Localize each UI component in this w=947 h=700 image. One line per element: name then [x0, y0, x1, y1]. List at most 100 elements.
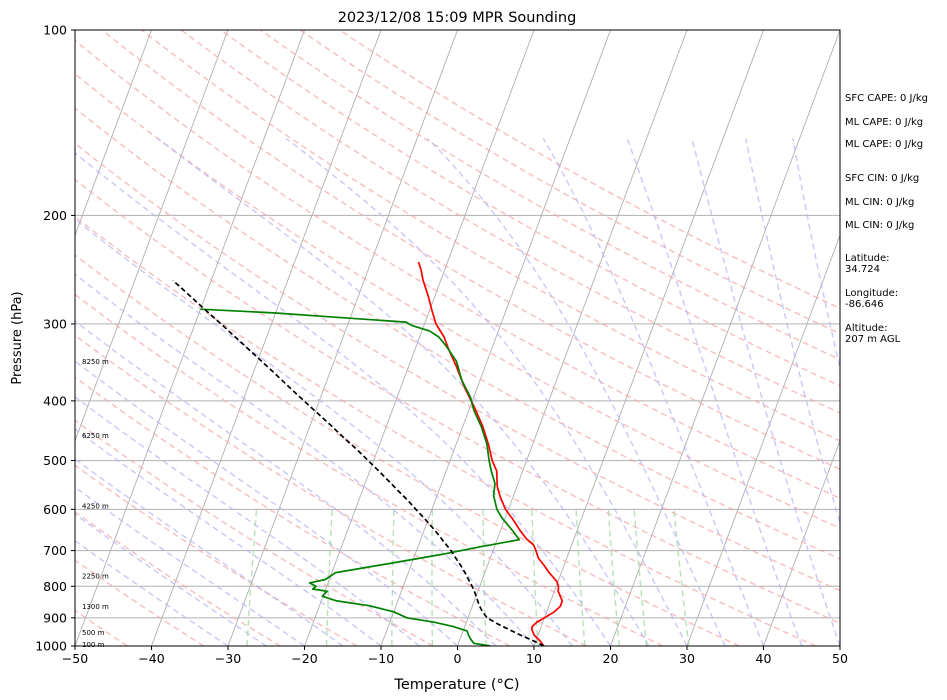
parcel-path-line [172, 279, 545, 646]
x-tick-label: 20 [603, 651, 619, 666]
moist-adiabat-line [75, 486, 305, 646]
x-tick-label: 10 [526, 651, 542, 666]
isotherm-line [75, 30, 229, 442]
ml-cape-text-2: ML CAPE: 0 J/kg [845, 139, 924, 150]
x-tick-label: 40 [756, 651, 772, 666]
moist-adiabat-line [792, 138, 840, 371]
y-tick-label: 1000 [35, 639, 67, 654]
moist-adiabat-line [75, 539, 229, 646]
isotherm-line [686, 234, 840, 646]
moist-adiabat-line [157, 137, 650, 646]
height-labels: 100 m 500 m 1300 m 2250 m 4250 m 6250 m 8250 m [82, 358, 109, 649]
dry-adiabat-line [75, 254, 740, 646]
dry-adiabat-line [180, 30, 840, 414]
x-tick-label: 0 [454, 651, 462, 666]
y-tick-label: 700 [43, 543, 67, 558]
dry-adiabat-line [75, 215, 817, 646]
moist-adiabat-line [75, 360, 458, 646]
y-tick-label: 200 [43, 208, 67, 223]
x-tick-label: −40 [138, 651, 164, 666]
isotherm-line [533, 30, 764, 646]
y-tick-label: 300 [43, 316, 67, 331]
dry-adiabat-line [75, 142, 840, 592]
background-grid [75, 30, 840, 646]
y-tick-label: 400 [43, 393, 67, 408]
dry-adiabat-line [75, 293, 664, 646]
x-axis-ticks: −50 −40 −30 −20 −10 0 10 20 30 40 50 [62, 646, 848, 666]
isotherm-line [457, 30, 688, 646]
y-tick-label: 600 [43, 502, 67, 517]
sfc-cin-text: SFC CIN: 0 J/kg [845, 173, 920, 184]
height-label: 4250 m [82, 502, 109, 510]
mixing-ratio-line [607, 509, 620, 646]
dry-adiabat-line [75, 376, 511, 646]
isotherm-line [610, 30, 840, 646]
dewpoint-line [200, 308, 521, 646]
x-tick-label: 50 [832, 651, 848, 666]
moist-adiabat-line [691, 138, 840, 646]
dry-adiabat-line [75, 559, 205, 646]
y-tick-label: 100 [43, 23, 67, 38]
height-label: 6250 m [82, 432, 109, 440]
moist-adiabat-line [75, 513, 267, 646]
sfc-cape-text: SFC CAPE: 0 J/kg [845, 93, 928, 104]
mixing-ratio-line [482, 509, 487, 646]
isotherm-line [75, 30, 152, 237]
chart-title: 2023/12/08 15:09 MPR Sounding [338, 10, 577, 26]
dry-adiabat-line [299, 30, 840, 335]
x-tick-label: −50 [62, 651, 88, 666]
x-tick-label: −30 [215, 651, 241, 666]
dry-adiabat-line [75, 39, 840, 500]
y-tick-label: 800 [43, 579, 67, 594]
y-tick-label: 500 [43, 453, 67, 468]
height-label: 1300 m [82, 603, 109, 611]
moist-adiabat-line [75, 273, 535, 646]
dry-adiabat-line [75, 511, 281, 646]
moist-adiabat-line [626, 138, 803, 646]
profile-lines [172, 261, 564, 646]
isotherm-line [763, 439, 840, 646]
height-label: 8250 m [82, 358, 109, 366]
dry-adiabat-line [75, 464, 358, 646]
dry-adiabat-line [75, 178, 840, 624]
ml-cape-text: ML CAPE: 0 J/kg [845, 117, 924, 128]
moist-adiabat-line [75, 458, 344, 646]
height-label: 2250 m [82, 573, 109, 581]
mixing-ratio-line [673, 509, 690, 646]
moist-adiabat-line [75, 152, 612, 646]
dry-adiabat-line [75, 107, 840, 560]
ml-cin-text: ML CIN: 0 J/kg [845, 197, 915, 208]
ml-cin-text-2: ML CIN: 0 J/kg [845, 220, 915, 231]
moist-adiabat-line [75, 218, 573, 646]
y-tick-label: 900 [43, 610, 67, 625]
moist-adiabat-line [75, 320, 497, 646]
height-label: 500 m [82, 629, 105, 637]
longitude-text: Longitude: -86.646 [845, 288, 899, 310]
isotherm-line [304, 30, 535, 646]
x-tick-label: −10 [368, 651, 394, 666]
y-axis-label: Pressure (hPa) [10, 291, 25, 384]
moist-adiabat-line [285, 137, 688, 646]
y-axis-ticks: 1000 900 800 700 600 500 400 300 200 100 [35, 23, 75, 654]
moist-adiabat-line [542, 138, 765, 646]
dry-adiabat-line [75, 334, 587, 646]
moist-adiabat-line [75, 396, 420, 646]
isotherm-line [227, 30, 458, 646]
temperature-line [417, 261, 564, 646]
moist-adiabat-line [427, 138, 726, 646]
dry-adiabat-line [75, 72, 840, 530]
mixing-ratio-line [246, 509, 258, 646]
dry-adiabat-line [220, 30, 840, 387]
isotherm-line [151, 30, 382, 646]
isotherm-line [380, 30, 611, 646]
height-label: 100 m [82, 641, 105, 649]
x-tick-label: 30 [679, 651, 695, 666]
dry-adiabat-line [339, 30, 840, 310]
moist-adiabat-line [745, 138, 840, 526]
dry-adiabat-line [101, 30, 840, 470]
x-tick-label: −20 [291, 651, 317, 666]
latitude-text: Latitude: 34.724 [845, 253, 890, 275]
x-axis-label: Temperature (°C) [393, 677, 519, 693]
altitude-text: Altitude: 207 m AGL [845, 323, 901, 345]
